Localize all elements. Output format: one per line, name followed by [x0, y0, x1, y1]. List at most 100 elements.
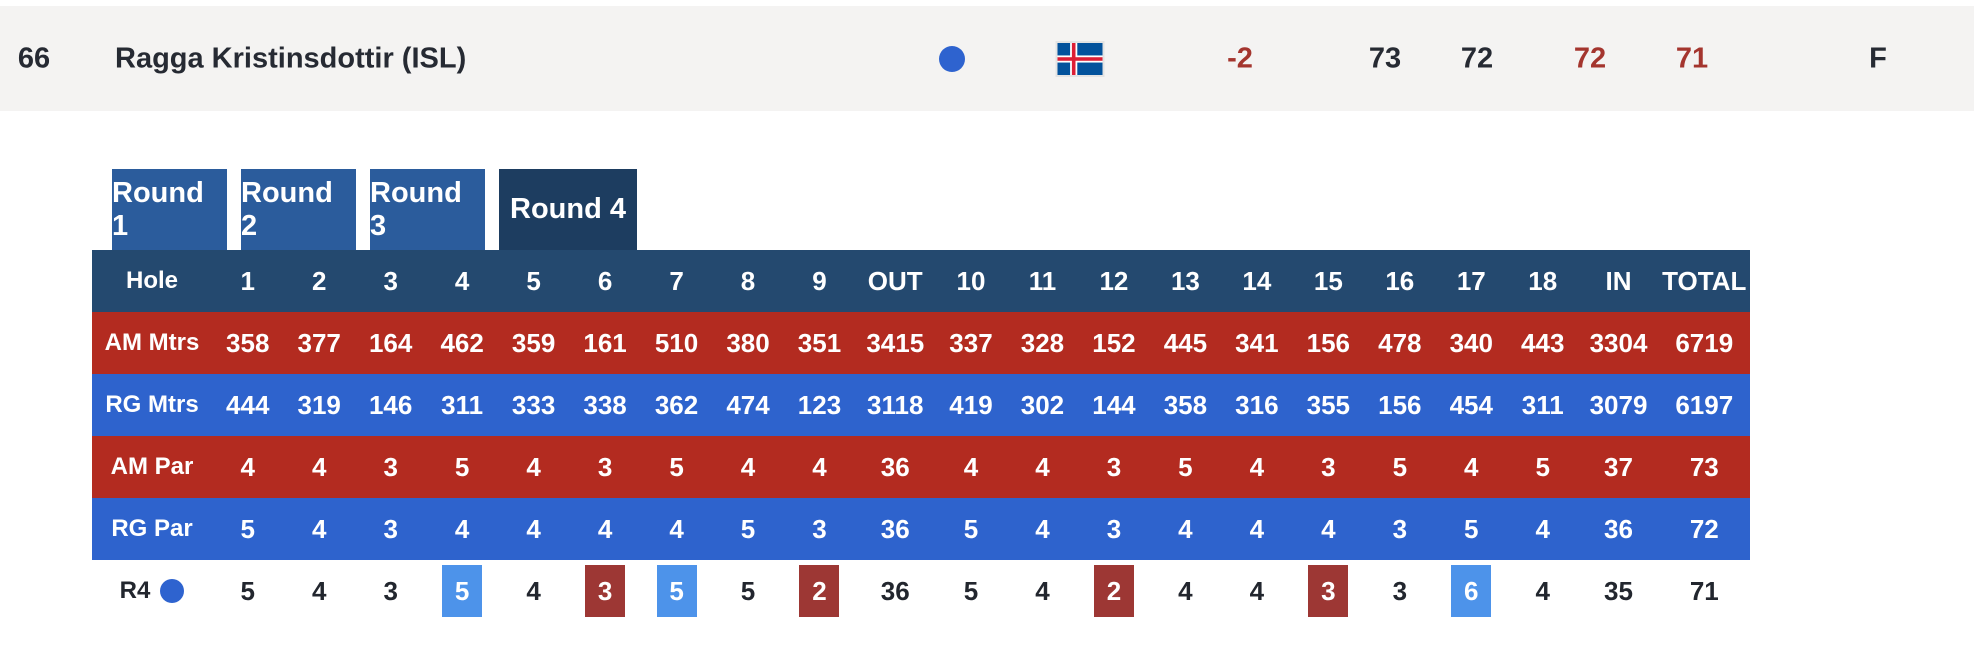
scorecard-cell: 377: [297, 327, 341, 358]
scorecard-cell: 358: [226, 327, 270, 358]
scorecard-cell: 4: [311, 513, 327, 544]
scorecard-cell: 36: [880, 513, 910, 544]
column-header-out: OUT: [867, 265, 923, 296]
scorecard-cell: 359: [511, 327, 556, 358]
scorecard-cell: 380: [726, 327, 770, 358]
birdie-score-badge: 2: [1093, 565, 1134, 617]
row-label: RG Mtrs: [105, 391, 199, 418]
column-header-4: 4: [454, 265, 470, 296]
scorecard-cell: 338: [583, 389, 627, 420]
scorecard-cell: 351: [797, 327, 842, 358]
status-dot-icon: [939, 45, 965, 72]
row-label: AM Par: [110, 453, 194, 480]
tab-round-4[interactable]: Round 4: [499, 169, 637, 250]
scorecard-cell: 5: [1464, 513, 1479, 544]
column-header-2: 2: [311, 265, 327, 296]
scorecard-cell: 358: [1163, 389, 1208, 420]
scorecard-cell: 36: [880, 451, 910, 482]
column-header-8: 8: [740, 265, 756, 296]
scorecard-cell: 333: [511, 389, 556, 420]
score-cell: 4: [1249, 575, 1265, 606]
score-cell: 5: [240, 575, 255, 606]
column-header-3: 3: [383, 265, 398, 296]
scorecard-cell: 4: [1535, 513, 1550, 544]
scorecard-cell: 5: [963, 513, 979, 544]
round-label: R4: [119, 577, 151, 604]
scorecard-cell: 4: [1249, 451, 1265, 482]
scorecard-cell: 3: [1321, 451, 1336, 482]
score-cell: 4: [526, 575, 541, 606]
score-cell: 5: [740, 575, 756, 606]
row-label: R4: [92, 560, 212, 622]
column-header-14: 14: [1242, 265, 1272, 296]
tab-round-1[interactable]: Round 1: [112, 169, 227, 250]
scorecard-cell: 5: [1178, 451, 1193, 482]
scorecard-row-r4: R4 5 4 3 5 4 3 5 5 2 36 5 4 2 4 4 3 3 6 4 35 71: [92, 560, 1750, 622]
column-header-11: 11: [1028, 265, 1057, 296]
scorecard-cell: 4: [526, 451, 541, 482]
scorecard-cell: 4: [1321, 513, 1336, 544]
scorecard-row-am-par: AM Par 4 4 3 5 4 3 5 4 4 36 4 4 3 5 4 3 5 4 5 37 73: [92, 436, 1750, 498]
player-leaderboard-row[interactable]: 66 Ragga Kristinsdottir (ISL) -2 73 72 7…: [0, 6, 1974, 111]
scorecard-cell: 3: [1392, 513, 1408, 544]
birdie-score-badge: 2: [799, 565, 840, 617]
scorecard-cell: 5: [1535, 451, 1550, 482]
scorecard-row-rg-par: RG Par 5 4 3 4 4 4 4 5 3 36 5 4 3 4 4 4 3 5 4 36 72: [92, 498, 1750, 560]
scorecard-cell: 311: [441, 389, 484, 420]
bogey-score-badge: 6: [1451, 565, 1492, 617]
scorecard-cell: 72: [1689, 513, 1719, 544]
scorecard-cell: 445: [1163, 327, 1208, 358]
tab-round-2[interactable]: Round 2: [241, 169, 356, 250]
column-header-16: 16: [1385, 265, 1415, 296]
column-header-7: 7: [669, 265, 684, 296]
scorecard-cell: 152: [1092, 327, 1136, 358]
score-cell: 4: [1178, 575, 1193, 606]
column-header-17: 17: [1456, 265, 1486, 296]
scorecard-cell: 3: [812, 513, 827, 544]
score-cell: 2: [784, 560, 855, 622]
scorecard-cell: 454: [1449, 389, 1493, 420]
scorecard-row-rg-mtrs: RG Mtrs 444 319 146 311 333 338 362 474 123 3118 41…: [92, 374, 1750, 436]
scorecard-cell: 478: [1378, 327, 1422, 358]
scorecard-cell: 4: [240, 451, 255, 482]
scorecard-cell: 328: [1020, 327, 1065, 358]
scorecard-cell: 5: [240, 513, 255, 544]
scorecard-cell: 6197: [1675, 389, 1734, 420]
scorecard-cell: 4: [1464, 451, 1479, 482]
scorecard-cell: 161: [583, 327, 627, 358]
scorecard-cell: 6719: [1675, 327, 1734, 358]
scorecard-cell: 340: [1449, 327, 1493, 358]
scorecard-cell: 4: [812, 451, 827, 482]
scorecard-cell: 355: [1306, 389, 1351, 420]
scorecard-cell: 37: [1604, 451, 1633, 482]
scorecard-cell: 4: [597, 513, 613, 544]
score-cell: 3: [1392, 575, 1408, 606]
scorecard-cell: 3118: [867, 389, 924, 420]
scorecard-cell: 5: [669, 451, 684, 482]
round-status-dot-icon: [160, 579, 185, 603]
score-cell: 36: [880, 575, 910, 606]
scorecard-cell: 4: [669, 513, 684, 544]
scorecard-cell: 156: [1378, 389, 1422, 420]
scorecard-cell: 3415: [866, 327, 925, 358]
column-header-10: 10: [956, 265, 986, 296]
score-cell: 71: [1689, 575, 1719, 606]
scorecard-cell: 5: [740, 513, 756, 544]
column-header-in: IN: [1605, 265, 1632, 296]
birdie-score-badge: 3: [1308, 565, 1349, 617]
birdie-score-badge: 3: [585, 565, 626, 617]
score-cell: 2: [1078, 560, 1149, 622]
scorecard-cell: 319: [297, 389, 341, 420]
round-tabs: Round 1 Round 2 Round 3 Round 4: [0, 169, 1974, 250]
scorecard-cell: 4: [454, 513, 470, 544]
scorecard-cell: 4: [1035, 513, 1050, 544]
score-cell: 4: [311, 575, 327, 606]
scorecard-cell: 362: [654, 389, 699, 420]
scorecard-cell: 510: [654, 327, 699, 358]
scorecard-cell: 4: [526, 513, 541, 544]
column-header-15: 15: [1313, 265, 1343, 296]
tab-round-3[interactable]: Round 3: [370, 169, 485, 250]
scorecard-cell: 164: [368, 327, 413, 358]
scorecard-cell: 5: [1392, 451, 1408, 482]
